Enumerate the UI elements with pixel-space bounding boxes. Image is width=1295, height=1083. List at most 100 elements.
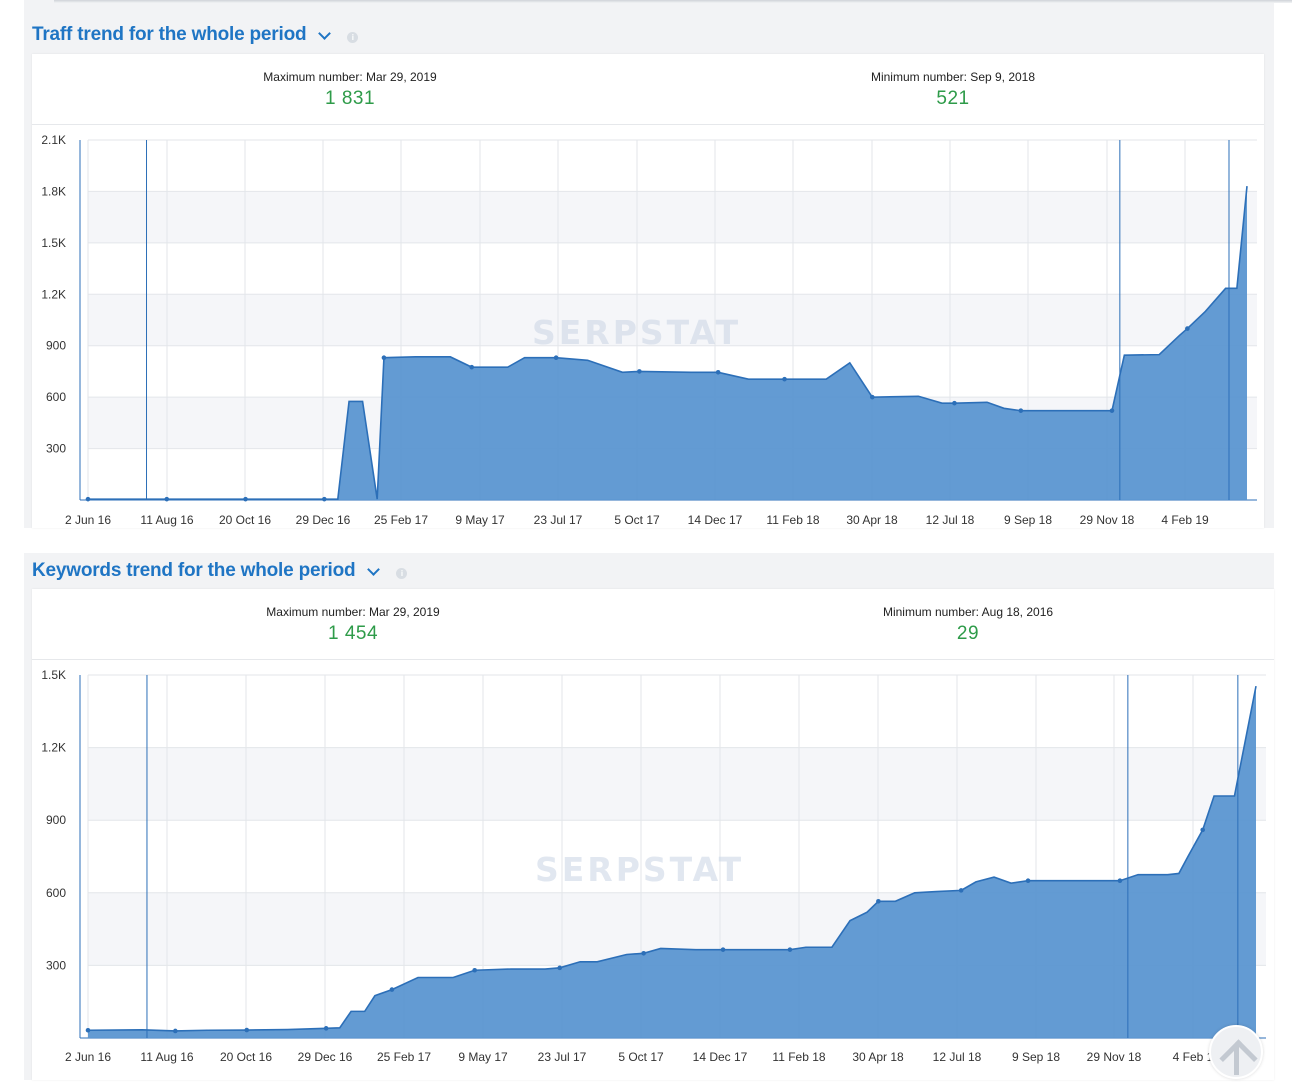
data-point	[641, 951, 646, 956]
serpstat-watermark: SERPSTAT	[532, 313, 742, 352]
grid-band	[88, 191, 1257, 243]
data-point	[787, 947, 793, 952]
data-point	[782, 376, 787, 382]
data-point	[1117, 878, 1123, 883]
x-tick-label: 11 Aug 16	[140, 513, 193, 527]
series-area	[88, 186, 1247, 500]
grid-band	[88, 294, 1257, 346]
max-stat: Maximum number: Mar 29, 2019 1 831	[200, 70, 500, 110]
data-point	[243, 496, 248, 502]
data-point	[1109, 408, 1115, 413]
x-tick-label: 30 Apr 18	[846, 513, 898, 527]
data-point	[85, 496, 91, 502]
series-area	[88, 686, 1256, 1038]
serpstat-watermark: SERPSTAT	[535, 850, 745, 889]
min-stat-label: Minimum number: Sep 9, 2018	[870, 70, 1036, 84]
panel-header: Keywords trend for the whole period i	[32, 556, 408, 586]
x-tick-label: 4 Feb 19	[1161, 513, 1209, 527]
x-tick-label: 9 May 17	[455, 513, 505, 527]
x-tick-label: 5 Oct 17	[614, 513, 660, 527]
data-point	[322, 496, 327, 502]
stats-bar: Maximum number: Mar 29, 2019 1 831 Minim…	[32, 54, 1264, 125]
x-tick-label: 29 Dec 16	[298, 1050, 353, 1064]
y-tick-label: 1.2K	[41, 741, 66, 755]
data-point	[381, 355, 387, 361]
x-tick-label: 23 Jul 17	[538, 1050, 587, 1064]
x-tick-label: 29 Dec 16	[296, 513, 351, 527]
x-tick-label: 12 Jul 18	[933, 1050, 982, 1064]
x-tick-label: 14 Dec 17	[688, 513, 743, 527]
data-point	[472, 967, 477, 973]
data-point	[1200, 827, 1206, 833]
data-point	[1025, 878, 1031, 883]
x-tick-label: 30 Apr 18	[852, 1050, 904, 1064]
x-tick-label: 9 May 17	[458, 1050, 508, 1064]
x-tick-label: 2 Jun 16	[65, 513, 111, 527]
series-line	[87, 685, 1257, 1032]
y-tick-label: 1.2K	[41, 287, 66, 301]
panel-header: Traff trend for the whole period i	[32, 20, 359, 50]
data-point	[637, 369, 642, 374]
keywords-area-chart[interactable]: 300 600 900 1.2K 1.5K 2 Jun 16 11 Aug 16 20 Oct…	[0, 663, 1295, 1083]
y-tick-label: 300	[46, 958, 66, 972]
y-tick-label: 1.8K	[41, 184, 66, 198]
x-tick-label: 9 Sep 18	[1004, 513, 1052, 527]
data-point	[553, 355, 559, 361]
data-point	[952, 400, 957, 406]
x-tick-label: 25 Feb 17	[377, 1050, 431, 1064]
min-stat: Minimum number: Aug 18, 2016 29	[818, 605, 1118, 645]
data-point	[469, 364, 475, 370]
max-stat: Maximum number: Mar 29, 2019 1 454	[203, 605, 503, 645]
x-tick-label: 29 Nov 18	[1087, 1050, 1142, 1064]
data-point	[1018, 408, 1024, 413]
x-tick-label: 14 Dec 17	[693, 1050, 748, 1064]
grid-band	[88, 747, 1266, 821]
x-tick-label: 2 Jun 16	[65, 1050, 111, 1064]
max-stat-value: 1 454	[327, 623, 379, 644]
info-icon[interactable]: i	[396, 567, 408, 579]
data-point	[869, 394, 875, 400]
chevron-down-icon[interactable]	[318, 26, 332, 40]
y-tick-label: 1.5K	[41, 668, 66, 682]
x-tick-label: 11 Aug 16	[140, 1050, 193, 1064]
data-point	[958, 888, 964, 893]
arrow-up-icon	[1234, 1045, 1239, 1075]
x-tick-label: 9 Sep 18	[1012, 1050, 1060, 1064]
data-point	[720, 947, 726, 952]
data-point	[244, 1027, 250, 1033]
arrow-up-icon-head	[1219, 1039, 1258, 1078]
max-stat-label: Maximum number: Mar 29, 2019	[263, 70, 437, 84]
x-tick-label: 20 Oct 16	[219, 513, 271, 527]
y-tick-label: 600	[46, 390, 66, 404]
max-stat-label: Maximum number: Mar 29, 2019	[266, 605, 440, 619]
y-tick-label: 2.1K	[41, 133, 66, 147]
min-stat: Minimum number: Sep 9, 2018 521	[803, 70, 1103, 110]
x-tick-label: 11 Feb 18	[772, 1050, 825, 1064]
scroll-to-top-button[interactable]	[1209, 1025, 1263, 1079]
traffic-area-chart[interactable]: 300 600 900 1.2K 1.5K 1.8K 2.1K 2 Jun 16 11 Aug …	[0, 128, 1295, 608]
x-tick-label: 25 Feb 17	[374, 513, 428, 527]
y-tick-label: 900	[46, 339, 66, 353]
x-tick-label: 4 Feb 1	[1173, 1050, 1214, 1064]
panel-title[interactable]: Traff trend for the whole period	[32, 24, 307, 45]
panel-top-edge	[54, 0, 1292, 3]
x-tick-label: 11 Feb 18	[766, 513, 819, 527]
x-tick-label: 23 Jul 17	[534, 513, 583, 527]
data-point	[715, 369, 721, 375]
max-stat-value: 1 831	[324, 88, 376, 109]
x-tick-label: 29 Nov 18	[1080, 513, 1135, 527]
min-stat-value: 29	[956, 623, 980, 644]
y-tick-label: 1.5K	[41, 236, 66, 250]
info-icon[interactable]: i	[347, 31, 359, 43]
x-tick-label: 5 Oct 17	[618, 1050, 664, 1064]
panel-title[interactable]: Keywords trend for the whole period	[32, 560, 356, 581]
x-tick-label: 12 Jul 18	[926, 513, 975, 527]
data-point	[85, 1027, 91, 1033]
y-tick-label: 900	[46, 813, 66, 827]
series-line	[88, 186, 1248, 500]
data-point	[164, 496, 170, 502]
data-point	[1185, 326, 1190, 331]
stats-bar: Maximum number: Mar 29, 2019 1 454 Minim…	[32, 589, 1274, 660]
data-point	[173, 1028, 178, 1034]
y-tick-label: 600	[46, 886, 66, 900]
